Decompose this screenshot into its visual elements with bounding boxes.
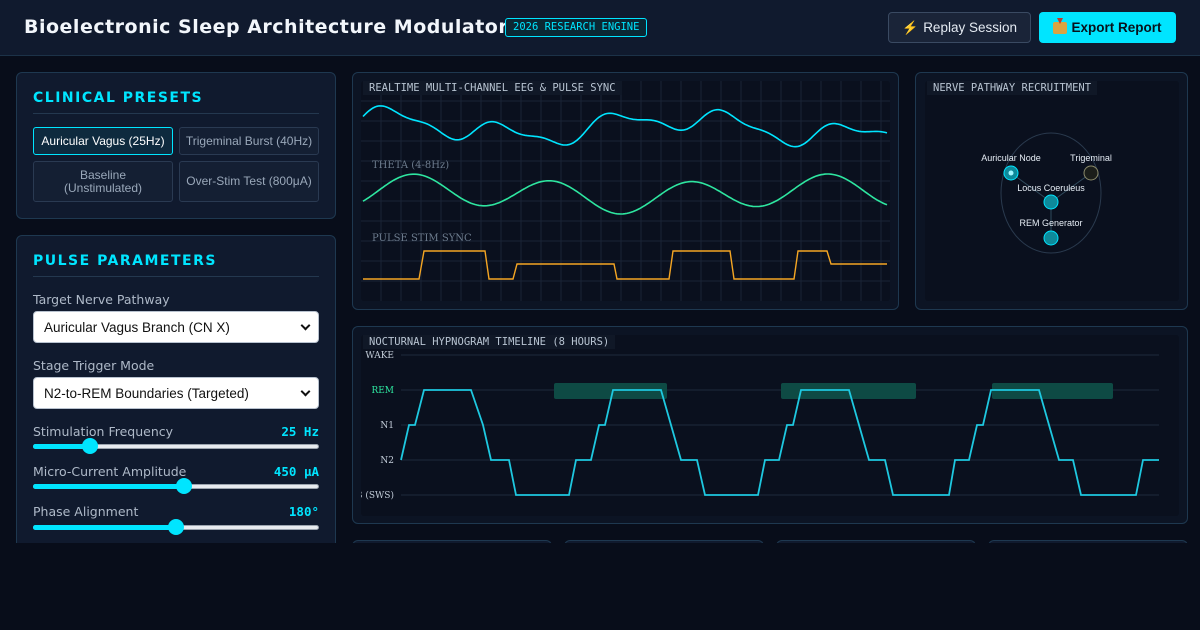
stage-trigger-label: Stage Trigger Mode — [33, 358, 155, 373]
preset-baseline[interactable]: Baseline (Unstimulated) — [33, 161, 173, 202]
amplitude-value: 450 μA — [273, 464, 319, 479]
auricular-node-label: Auricular Node — [981, 153, 1041, 163]
frequency-label: Stimulation Frequency — [33, 424, 174, 439]
divider — [33, 113, 319, 114]
hypnogram-plot: WAKE REM N1 N2 3 (SWS) — [357, 351, 1159, 501]
stage-label-wake: WAKE — [365, 351, 394, 361]
stage-label-rem: REM — [371, 386, 394, 396]
amplitude-slider[interactable] — [33, 478, 319, 494]
slider-thumb[interactable] — [81, 438, 98, 454]
hypnogram-panel: WAKE REM N1 N2 3 (SWS) NOCTURNAL HYPNOGR… — [352, 326, 1188, 524]
research-engine-badge: 2026 RESEARCH ENGINE — [505, 18, 648, 37]
locus-coeruleus-label: Locus Coeruleus — [1017, 183, 1085, 193]
slider-thumb[interactable] — [168, 519, 184, 535]
export-report-button[interactable]: Export Report — [1039, 12, 1176, 43]
chevron-down-icon — [300, 386, 311, 397]
locus-coeruleus-marker — [1043, 194, 1059, 210]
trigeminal-node-label: Trigeminal — [1070, 153, 1112, 163]
pulse-channel-label: PULSE STIM SYNC — [372, 233, 472, 244]
clinical-presets-panel: CLINICAL PRESETS Auricular Vagus (25Hz) … — [16, 72, 336, 219]
slider-fill — [33, 484, 185, 489]
rem-band — [554, 383, 667, 399]
trigeminal-node-marker — [1083, 165, 1099, 181]
frequency-value: 25 Hz — [281, 424, 319, 439]
slider-fill — [33, 525, 176, 530]
app-header: Bioelectronic Sleep Architecture Modulat… — [0, 0, 1200, 56]
stage-label-n2: N2 — [380, 456, 394, 466]
frequency-slider[interactable] — [33, 438, 319, 454]
preset-auricular-vagus[interactable]: Auricular Vagus (25Hz) — [33, 127, 173, 155]
preset-over-stim-test[interactable]: Over-Stim Test (800μA) — [179, 161, 319, 202]
stage-trigger-value: N2-to-REM Boundaries (Targeted) — [44, 385, 249, 401]
preset-trigeminal-burst[interactable]: Trigeminal Burst (40Hz) — [179, 127, 319, 155]
eeg-canvas: THETA (4-8Hz) PULSE STIM SYNC — [361, 81, 890, 301]
stage-trigger-select[interactable]: N2-to-REM Boundaries (Targeted) — [33, 377, 319, 409]
export-report-label: Export Report — [1071, 20, 1162, 35]
slider-thumb[interactable] — [176, 478, 193, 494]
brain-outline — [1000, 132, 1102, 254]
app-title: Bioelectronic Sleep Architecture Modulat… — [24, 16, 509, 38]
rem-generator-marker — [1043, 230, 1059, 246]
hypnogram-canvas: WAKE REM N1 N2 3 (SWS) — [357, 335, 1179, 516]
nerve-canvas: Auricular Node Trigeminal Locus Coeruleu… — [925, 81, 1179, 301]
nerve-caption: NERVE PATHWAY RECRUITMENT — [927, 81, 1098, 95]
phase-slider[interactable] — [33, 519, 319, 535]
chevron-down-icon — [300, 320, 311, 331]
hypnogram-trace — [400, 389, 1159, 496]
stage-label-n1: N1 — [380, 421, 394, 431]
eeg-plot: THETA (4-8Hz) PULSE STIM SYNC — [361, 81, 890, 301]
lightning-bolt-icon: ⚡ — [902, 19, 919, 35]
pathway-link — [1050, 172, 1092, 203]
replay-session-label: Replay Session — [923, 20, 1017, 35]
rem-band — [992, 383, 1113, 399]
pulse-parameters-heading: PULSE PARAMETERS — [33, 253, 217, 269]
pulse-stim-waveform — [363, 250, 887, 280]
stage-label-sws: 3 (SWS) — [361, 490, 394, 501]
target-nerve-select[interactable]: Auricular Vagus Branch (CN X) — [33, 311, 319, 343]
nerve-pathway-panel: Auricular Node Trigeminal Locus Coeruleu… — [915, 72, 1188, 310]
clinical-presets-heading: CLINICAL PRESETS — [33, 90, 204, 106]
target-nerve-value: Auricular Vagus Branch (CN X) — [44, 319, 230, 335]
inbox-tray-icon — [1053, 17, 1068, 34]
amplitude-label: Micro-Current Amplitude — [33, 464, 187, 479]
theta-waveform — [362, 173, 888, 215]
divider — [33, 276, 319, 277]
pathway-link — [1010, 172, 1052, 203]
pulse-parameters-panel: PULSE PARAMETERS Target Nerve Pathway Au… — [16, 235, 336, 565]
eeg-panel: THETA (4-8Hz) PULSE STIM SYNC REALTIME M… — [352, 72, 899, 310]
delta-waveform — [362, 105, 888, 148]
replay-session-button[interactable]: ⚡ Replay Session — [888, 12, 1031, 43]
auricular-node-core — [1008, 170, 1014, 176]
phase-label: Phase Alignment — [33, 504, 139, 519]
viewport-cut — [0, 543, 1200, 630]
target-nerve-label: Target Nerve Pathway — [33, 292, 170, 307]
theta-channel-label: THETA (4-8Hz) — [372, 160, 449, 171]
slider-fill — [33, 444, 85, 449]
hypnogram-caption: NOCTURNAL HYPNOGRAM TIMELINE (8 HOURS) — [363, 335, 616, 349]
eeg-caption: REALTIME MULTI-CHANNEL EEG & PULSE SYNC — [363, 81, 622, 95]
phase-value: 180° — [288, 504, 319, 519]
rem-generator-label: REM Generator — [1019, 218, 1082, 228]
nerve-diagram: Auricular Node Trigeminal Locus Coeruleu… — [981, 132, 1112, 254]
